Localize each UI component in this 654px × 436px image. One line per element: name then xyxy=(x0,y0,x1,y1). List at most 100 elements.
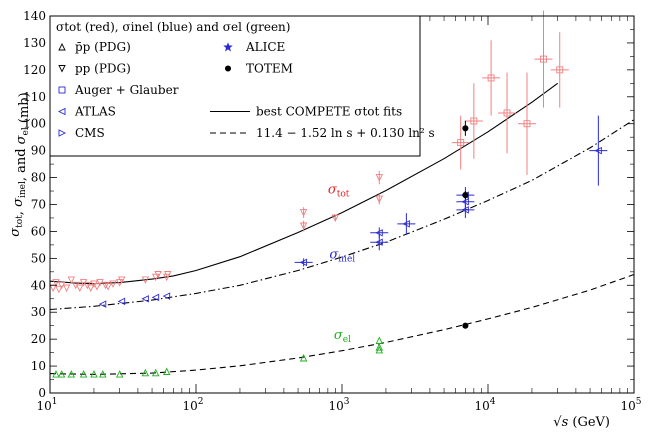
x-tick-label: 105 xyxy=(620,397,641,413)
data-marker-triangle-down xyxy=(163,271,172,279)
data-point xyxy=(109,280,117,288)
legend-marker-triangle-left xyxy=(57,107,66,116)
legend-marker-square xyxy=(58,86,66,94)
x-tick-label: 103 xyxy=(328,397,349,413)
curve-annotations: σtot σinel σel xyxy=(328,183,355,345)
data-point xyxy=(151,293,160,302)
curve-label: σtot xyxy=(328,183,350,200)
y-axis-title: σtot, σinel, and σel (mb) xyxy=(8,92,32,236)
data-marker-triangle-up xyxy=(67,370,76,378)
data-point xyxy=(67,370,76,378)
legend-entry: 11.4 − 1.52 ln s + 0.130 ln² s xyxy=(256,126,435,140)
legend-entry: TOTEM xyxy=(246,62,293,76)
data-point xyxy=(101,281,110,290)
data-marker-triangle-up xyxy=(79,370,88,378)
x-axis-title: √s (GeV) xyxy=(553,415,610,430)
data-point xyxy=(117,276,126,284)
legend-entry: pp (PDG) xyxy=(75,62,131,76)
legend-marker-triangle-up xyxy=(58,42,66,51)
data-marker-square xyxy=(457,139,465,147)
data-marker-square xyxy=(540,55,547,63)
data-point xyxy=(589,115,608,186)
data-point xyxy=(76,284,84,293)
data-marker-triangle-left xyxy=(98,300,107,308)
y-tick-label: 20 xyxy=(31,332,46,346)
data-point xyxy=(57,281,66,290)
data-point xyxy=(141,295,149,303)
data-marker-triangle-down xyxy=(52,279,60,287)
legend-header: σtot (red), σinel (blue) and σel (green) xyxy=(56,20,290,34)
data-marker-circle xyxy=(462,125,469,132)
data-marker-triangle-up xyxy=(299,353,308,362)
data-point xyxy=(141,368,150,377)
data-marker-triangle-left xyxy=(375,238,383,246)
data-marker-triangle-down xyxy=(96,279,104,287)
y-tick-label: 100 xyxy=(23,117,46,131)
y-tick-label: 50 xyxy=(31,251,46,265)
data-point xyxy=(294,258,313,267)
legend-entry: Auger + Glauber xyxy=(74,83,179,97)
x-tick-label: 102 xyxy=(182,397,203,413)
data-point xyxy=(99,370,107,378)
data-point xyxy=(370,227,389,239)
data-marker-triangle-up xyxy=(115,370,124,378)
data-marker-triangle-up xyxy=(375,336,384,344)
legend-marker-triangle-down xyxy=(58,65,66,73)
data-point xyxy=(462,322,469,329)
data-marker-triangle-left xyxy=(375,229,383,237)
x-tick-label: 104 xyxy=(474,397,495,413)
data-point xyxy=(52,279,60,287)
curve-label: σel xyxy=(334,328,351,345)
data-point xyxy=(482,40,501,116)
data-point xyxy=(299,220,308,232)
y-tick-label: 60 xyxy=(31,224,46,238)
data-marker-triangle-left xyxy=(117,297,126,306)
legend-marker-circle xyxy=(224,65,232,72)
legend-marker-triangle-right xyxy=(58,129,67,137)
legend-entry: ATLAS xyxy=(74,105,116,119)
data-point xyxy=(162,292,171,300)
y-tick-label: 110 xyxy=(23,90,46,104)
y-tick-label: 140 xyxy=(23,9,46,23)
data-point xyxy=(98,300,107,308)
data-point xyxy=(52,370,60,378)
data-point xyxy=(375,170,384,185)
data-points xyxy=(49,10,608,378)
data-marker-triangle-up xyxy=(90,370,98,378)
data-marker-triangle-down xyxy=(151,273,160,282)
data-marker-triangle-down xyxy=(299,209,308,217)
y-tick-label: 0 xyxy=(38,386,46,400)
data-marker-triangle-left xyxy=(151,293,160,302)
data-point xyxy=(550,32,569,108)
data-marker-triangle-down xyxy=(62,284,71,293)
data-marker-square xyxy=(523,120,531,128)
data-marker-triangle-left xyxy=(299,258,308,267)
y-tick-label: 30 xyxy=(31,305,46,319)
data-point xyxy=(375,193,384,205)
data-marker-triangle-down xyxy=(154,271,162,279)
data-marker-triangle-down xyxy=(141,276,150,284)
curve-label: σinel xyxy=(329,247,355,264)
data-point xyxy=(67,276,76,284)
fit-curve-dashed xyxy=(49,273,635,375)
data-marker-triangle-left xyxy=(141,295,149,303)
data-marker-circle xyxy=(462,192,469,199)
data-point xyxy=(498,72,517,154)
data-marker-triangle-down xyxy=(117,276,126,284)
data-marker-triangle-down xyxy=(331,214,340,223)
data-point xyxy=(299,207,308,218)
data-point xyxy=(55,285,63,294)
data-point xyxy=(518,72,537,175)
data-marker-triangle-down xyxy=(375,195,384,204)
data-marker-triangle-up xyxy=(99,370,107,378)
data-point xyxy=(96,279,104,287)
data-marker-square xyxy=(487,74,495,82)
x-tick-label: 101 xyxy=(36,397,57,413)
data-marker-triangle-down xyxy=(55,285,63,294)
data-marker-triangle-down xyxy=(76,284,84,293)
data-marker-triangle-up xyxy=(151,368,160,377)
data-marker-triangle-up xyxy=(141,368,150,377)
y-tick-label: 130 xyxy=(23,36,46,50)
legend-entry: CMS xyxy=(75,126,105,140)
